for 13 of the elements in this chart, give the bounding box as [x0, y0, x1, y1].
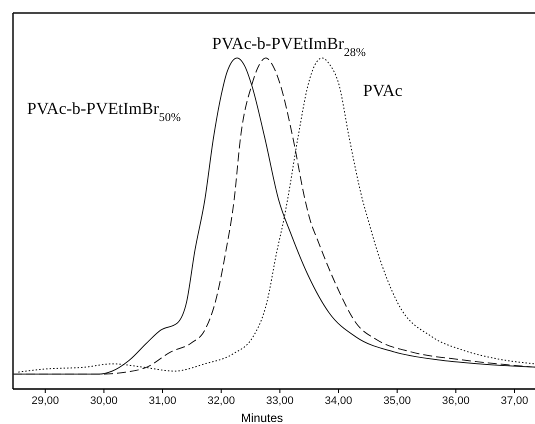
x-axis-title: Minutes [240, 411, 284, 424]
series-label: PVAc-b-PVEtImBr$_{28%}$ [212, 34, 366, 59]
text: PVAc-b-PVEtImBr$_{50%}$ [27, 99, 181, 124]
series-label: PVAc [363, 81, 403, 100]
x-tick-label: 35,00 [383, 394, 411, 407]
x-tick-label: 34,00 [324, 394, 352, 407]
x-tick-label: 37,00 [500, 394, 528, 407]
x-tick-label: 36,00 [442, 394, 470, 407]
x-tick-label: 31,00 [148, 394, 176, 407]
x-tick-label: 32,00 [207, 394, 235, 407]
x-tick-label: 30,00 [90, 394, 118, 407]
x-tick-label: 33,00 [266, 394, 294, 407]
x-tick-label: 29,00 [31, 394, 60, 407]
